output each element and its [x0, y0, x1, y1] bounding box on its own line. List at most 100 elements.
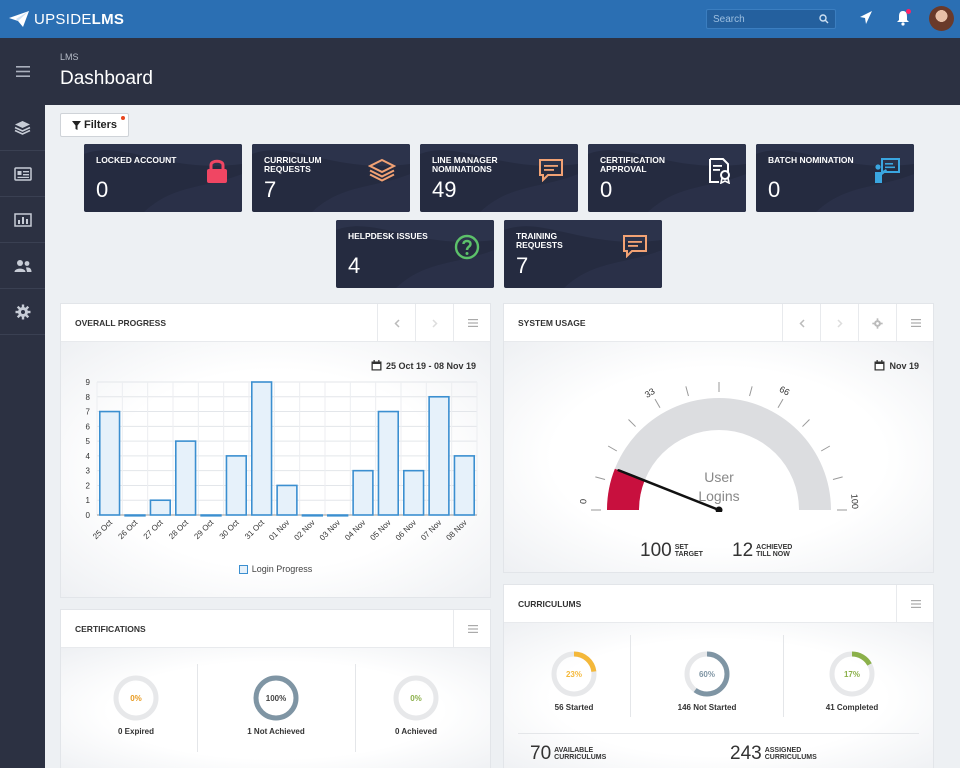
chevron-right-icon: [836, 318, 843, 328]
card-curriculum-requests[interactable]: Curriculum Requests 7: [252, 144, 410, 212]
curriculums-panel: Curriculums 23% 60% 17% 56 Started 146 N…: [503, 584, 934, 768]
card-wave-decoration: [756, 144, 914, 212]
system-usage-panel: System Usage Nov 19 User Logins 0 33 66 100…: [503, 303, 934, 573]
settings-button[interactable]: [858, 304, 896, 342]
assigned-value: 243: [730, 743, 762, 764]
donut-label: 56 Started: [554, 703, 594, 712]
breadcrumb[interactable]: LMS: [60, 52, 79, 62]
set-target-value: 100: [640, 540, 672, 561]
bar[interactable]: [225, 455, 248, 516]
prev-button[interactable]: [377, 304, 415, 342]
gauge-tick: [777, 398, 784, 409]
card-helpdesk-issues[interactable]: Helpdesk Issues 4: [336, 220, 494, 288]
filters-button[interactable]: Filters: [60, 113, 129, 137]
card-value: 0: [96, 177, 109, 202]
sidebar-item-profile[interactable]: [0, 151, 45, 197]
gauge-label-line1: User: [704, 469, 734, 485]
set-target-metric: 100 SET TARGET: [640, 540, 703, 562]
donut-started[interactable]: 23%: [549, 649, 599, 699]
panel-menu-button[interactable]: [896, 304, 934, 342]
donut-percent: 17%: [844, 670, 860, 679]
set-target-label-2: TARGET: [674, 551, 703, 558]
donut-not-achieved[interactable]: 100%: [251, 673, 301, 723]
panel-menu-button[interactable]: [453, 304, 491, 342]
search-input[interactable]: [707, 13, 817, 25]
y-tick-label: 7: [86, 408, 91, 417]
layers-icon: [368, 158, 396, 182]
bar[interactable]: [200, 514, 222, 517]
card-value: 4: [348, 253, 361, 278]
card-training-requests[interactable]: Training Requests 7: [504, 220, 662, 288]
bell-icon[interactable]: [896, 10, 910, 26]
y-tick-label: 8: [86, 393, 91, 402]
bar[interactable]: [377, 410, 400, 516]
bar[interactable]: [276, 484, 298, 516]
menu-toggle[interactable]: [0, 38, 45, 105]
sidebar: [0, 105, 45, 768]
bar[interactable]: [352, 469, 374, 516]
x-tick-label: 25 Oct: [91, 518, 115, 542]
gear-icon: [15, 304, 30, 319]
donut-percent: 0%: [410, 694, 422, 703]
bar[interactable]: [402, 469, 425, 516]
navigation-arrow-icon[interactable]: [859, 10, 873, 26]
x-tick-label: 08 Nov: [444, 518, 468, 542]
available-value: 70: [530, 743, 552, 764]
donut-achieved[interactable]: 0%: [391, 673, 441, 723]
menu-lines-icon: [910, 319, 921, 327]
question-icon: [454, 234, 480, 260]
bar[interactable]: [428, 395, 450, 516]
bar[interactable]: [124, 514, 146, 517]
hamburger-icon: [15, 66, 30, 77]
lock-icon: [207, 159, 227, 183]
card-line-manager-nominations[interactable]: Line Manager Nominations 49: [420, 144, 578, 212]
gauge-mark-label: 33: [643, 386, 657, 400]
bar[interactable]: [250, 381, 273, 516]
next-button[interactable]: [415, 304, 453, 342]
chart-legend[interactable]: Login Progress: [61, 564, 490, 574]
panel-menu-button[interactable]: [453, 610, 491, 648]
user-logins-gauge: User Logins 0 33 66 100: [578, 382, 860, 512]
x-tick-label: 29 Oct: [192, 518, 216, 542]
bar[interactable]: [301, 514, 324, 517]
panel-title: System Usage: [518, 317, 586, 328]
app-logo[interactable]: UPSIDE LMS: [8, 10, 124, 28]
prev-button[interactable]: [782, 304, 820, 342]
page-title: Dashboard: [60, 68, 153, 89]
paper-plane-logo-icon: [9, 11, 29, 27]
x-tick-label: 01 Nov: [267, 518, 291, 542]
card-certification-approval[interactable]: Certification Approval 0: [588, 144, 746, 212]
chat-icon: [623, 235, 647, 258]
search-icon[interactable]: [819, 14, 829, 24]
usage-date[interactable]: Nov 19: [874, 360, 919, 371]
donut-percent: 0%: [130, 694, 142, 703]
panel-header: Curriculums: [504, 585, 933, 623]
gear-icon: [872, 317, 883, 329]
next-button[interactable]: [820, 304, 858, 342]
avatar[interactable]: [929, 6, 954, 31]
bar[interactable]: [453, 455, 476, 516]
panel-menu-button[interactable]: [896, 585, 934, 623]
donut-expired[interactable]: 0%: [111, 673, 161, 723]
card-locked-account[interactable]: Locked Account 0: [84, 144, 242, 212]
panel-title: Overall Progress: [75, 317, 166, 328]
bar[interactable]: [174, 440, 197, 516]
sidebar-item-courses[interactable]: [0, 105, 45, 151]
date-range[interactable]: 25 Oct 19 - 08 Nov 19: [371, 360, 476, 371]
donut-not-started[interactable]: 60%: [682, 649, 732, 699]
card-batch-nomination[interactable]: Batch Nomination 0: [756, 144, 914, 212]
sidebar-item-users[interactable]: [0, 243, 45, 289]
donut-track: [393, 675, 439, 721]
card-wave-decoration: [252, 144, 410, 212]
bar[interactable]: [98, 410, 121, 516]
presenter-icon: [875, 158, 900, 183]
certifications-panel: Certifications 0% 100% 0% 0 Expired 1 No…: [60, 609, 491, 768]
bar[interactable]: [149, 499, 172, 516]
card-label: Training Requests: [516, 231, 563, 250]
sidebar-item-reports[interactable]: [0, 197, 45, 243]
sidebar-item-settings[interactable]: [0, 289, 45, 335]
date-range-text: 25 Oct 19 - 08 Nov 19: [385, 360, 476, 371]
panel-title: Curriculums: [518, 598, 582, 609]
bar[interactable]: [326, 514, 349, 517]
donut-completed[interactable]: 17%: [827, 649, 877, 699]
